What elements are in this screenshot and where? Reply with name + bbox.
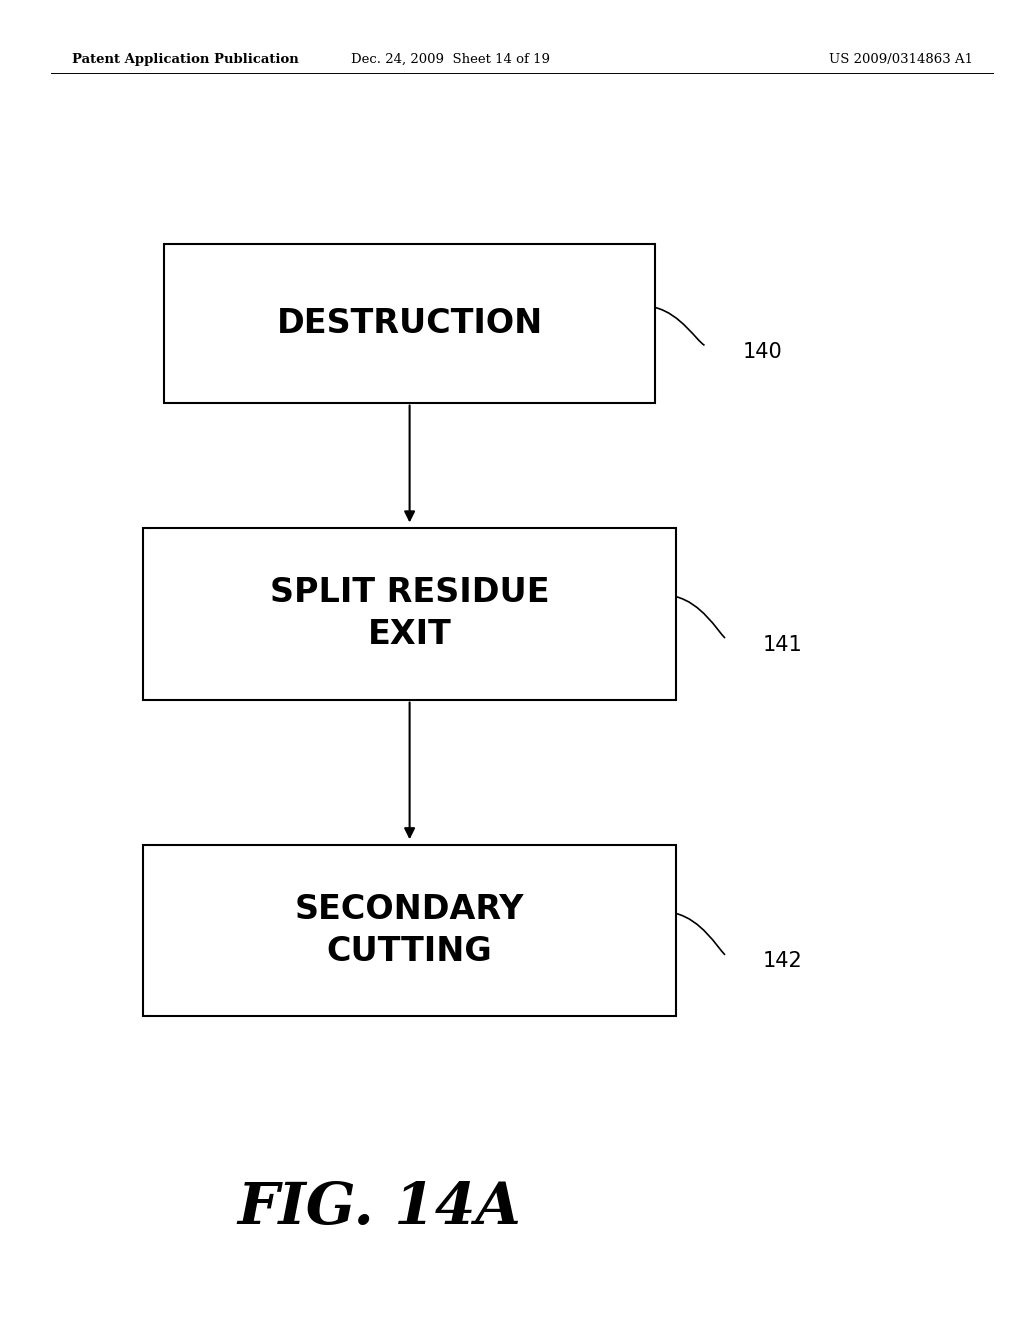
Text: EXIT: EXIT — [368, 618, 452, 651]
Text: FIG. 14A: FIG. 14A — [237, 1180, 521, 1236]
Text: SPLIT RESIDUE: SPLIT RESIDUE — [269, 576, 550, 609]
Text: Patent Application Publication: Patent Application Publication — [72, 53, 298, 66]
Text: 142: 142 — [763, 952, 803, 972]
Text: 140: 140 — [742, 342, 782, 362]
Text: US 2009/0314863 A1: US 2009/0314863 A1 — [828, 53, 973, 66]
Text: CUTTING: CUTTING — [327, 935, 493, 969]
Text: 141: 141 — [763, 635, 803, 655]
Text: DESTRUCTION: DESTRUCTION — [276, 306, 543, 339]
Text: SECONDARY: SECONDARY — [295, 892, 524, 927]
Text: Dec. 24, 2009  Sheet 14 of 19: Dec. 24, 2009 Sheet 14 of 19 — [351, 53, 550, 66]
Bar — [143, 845, 676, 1016]
Bar — [164, 244, 655, 403]
Bar — [143, 528, 676, 700]
